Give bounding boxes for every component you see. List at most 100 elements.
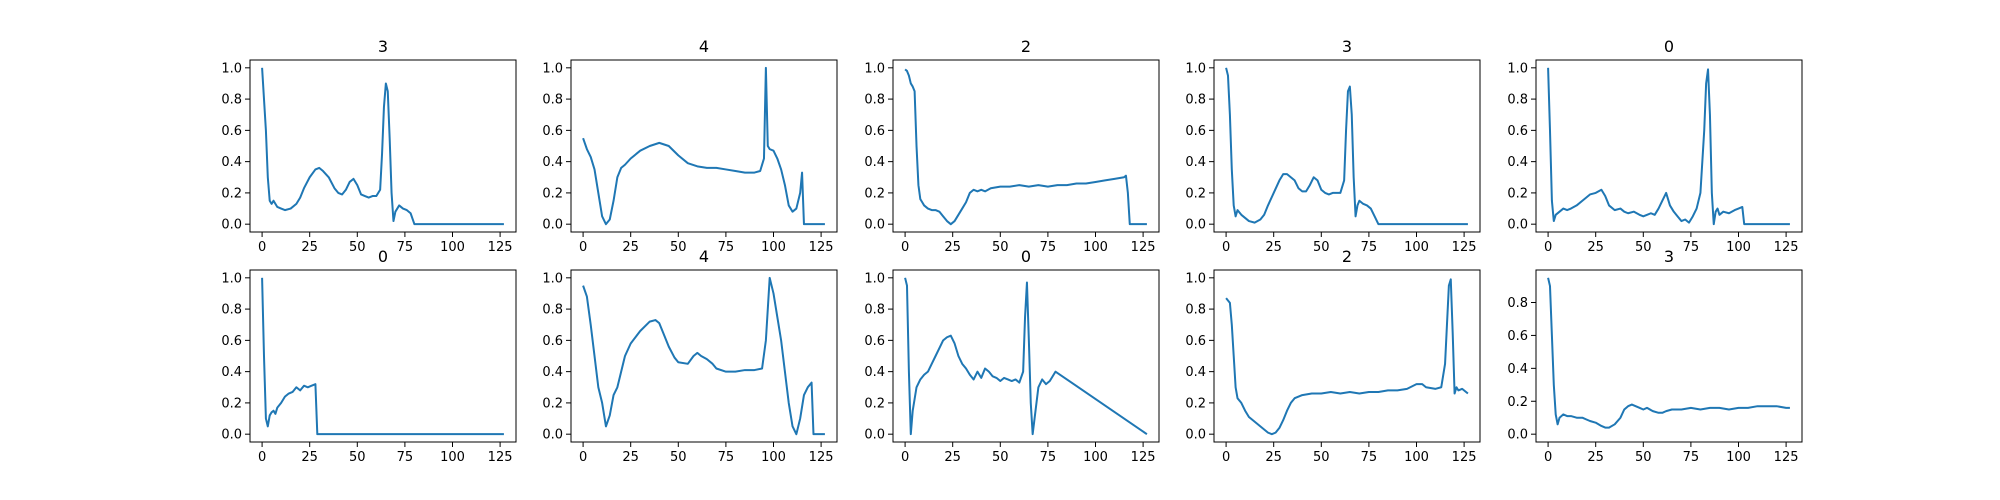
y-tick-label: 0.2 [221,186,242,201]
x-tick-label: 0 [258,240,266,255]
y-tick-label: 0.0 [864,428,885,443]
x-tick-label: 75 [1040,450,1057,465]
y-tick-label: 0.2 [221,396,242,411]
x-tick-label: 25 [1587,450,1604,465]
subplot-title: 4 [699,37,709,56]
x-tick-label: 50 [349,240,366,255]
axes-frame [1535,59,1803,233]
y-tick-label: 0.2 [1507,186,1528,201]
y-tick-label: 1.0 [864,61,885,76]
x-tick-label: 25 [944,450,961,465]
series-line [582,276,825,436]
x-tick-label: 50 [1313,240,1330,255]
y-tick-label: 0.8 [1185,93,1206,108]
series-line [1547,277,1790,429]
y-tick-label: 0.6 [1185,334,1206,349]
x-tick-label: 125 [488,450,513,465]
x-tick-label: 25 [622,240,639,255]
x-tick-label: 125 [1131,450,1156,465]
x-tick-label: 0 [1544,240,1552,255]
x-tick-label: 75 [1683,240,1700,255]
y-tick-label: 0.2 [1185,186,1206,201]
y-tick-label: 0.8 [1507,296,1528,311]
y-tick-label: 0.6 [1507,329,1528,344]
y-tick-label: 0.4 [221,365,242,380]
x-tick-label: 125 [1452,240,1477,255]
y-tick-label: 0.0 [1507,218,1528,233]
x-tick-label: 50 [1313,450,1330,465]
x-tick-label: 0 [901,450,909,465]
x-tick-label: 100 [1083,450,1108,465]
y-tick-label: 0.4 [221,155,242,170]
x-tick-label: 0 [579,450,587,465]
x-tick-label: 100 [1083,240,1108,255]
x-tick-label: 0 [1222,240,1230,255]
y-tick-label: 0.6 [1507,124,1528,139]
y-tick-label: 0.6 [542,334,563,349]
y-tick-label: 1.0 [1507,61,1528,76]
y-tick-label: 0.8 [542,93,563,108]
subplot: 3 0 25 50 75 100 125 0.0 0.2 0.4 0.6 0.8 1.0 [221,37,517,255]
x-tick-label: 75 [397,240,414,255]
subplot-title: 3 [1342,37,1352,56]
y-tick-label: 0.2 [542,396,563,411]
y-tick-label: 0.6 [864,334,885,349]
y-tick-label: 0.0 [1185,218,1206,233]
x-tick-label: 100 [761,450,786,465]
y-tick-label: 0.4 [1507,155,1528,170]
axes-frame [892,269,1160,443]
x-tick-label: 100 [1726,240,1751,255]
subplot: 3 0 25 50 75 100 125 0.0 0.2 0.4 0.6 0.8 [1507,247,1803,465]
subplot-title: 2 [1342,247,1352,266]
y-tick-label: 0.2 [864,186,885,201]
subplot-title: 0 [378,247,388,266]
x-tick-label: 0 [901,240,909,255]
y-tick-label: 0.2 [1507,395,1528,410]
y-tick-label: 0.4 [1185,155,1206,170]
y-tick-label: 1.0 [221,61,242,76]
x-tick-label: 75 [1040,240,1057,255]
y-tick-label: 0.4 [1185,365,1206,380]
y-tick-label: 0.8 [864,303,885,318]
series-line [1225,67,1468,226]
y-tick-label: 0.6 [542,124,563,139]
y-tick-label: 0.0 [1507,428,1528,443]
y-tick-label: 0.6 [221,124,242,139]
x-tick-label: 75 [1361,450,1378,465]
y-tick-label: 0.4 [542,365,563,380]
subplot: 0 0 25 50 75 100 125 0.0 0.2 0.4 0.6 0.8 1.0 [1507,37,1803,255]
series-line [904,68,1147,226]
subplot: 4 0 25 50 75 100 125 0.0 0.2 0.4 0.6 0.8 1.0 [542,37,838,255]
x-tick-label: 25 [944,240,961,255]
y-tick-label: 0.2 [542,186,563,201]
subplot-title: 0 [1021,247,1031,266]
y-tick-label: 0.0 [221,218,242,233]
subplot: 2 0 25 50 75 100 125 0.0 0.2 0.4 0.6 0.8 1.0 [1185,247,1481,465]
x-tick-label: 0 [1544,450,1552,465]
x-tick-label: 50 [1635,240,1652,255]
x-tick-label: 100 [440,240,465,255]
y-tick-label: 1.0 [1185,271,1206,286]
y-tick-label: 0.0 [221,428,242,443]
series-line [261,67,504,226]
x-tick-label: 125 [809,450,834,465]
x-tick-label: 75 [397,450,414,465]
y-tick-label: 0.4 [864,365,885,380]
series-line [582,66,825,226]
x-tick-label: 100 [1404,450,1429,465]
y-tick-label: 0.4 [864,155,885,170]
subplot-title: 0 [1664,37,1674,56]
series-line [904,277,1148,436]
series-line [1225,278,1469,436]
x-tick-label: 100 [1726,450,1751,465]
x-tick-label: 100 [440,450,465,465]
y-tick-label: 0.2 [1185,396,1206,411]
axes-frame [570,59,838,233]
x-tick-label: 50 [670,240,687,255]
x-tick-label: 50 [670,450,687,465]
x-tick-label: 100 [761,240,786,255]
x-tick-label: 0 [1222,450,1230,465]
y-tick-label: 0.4 [542,155,563,170]
y-tick-label: 0.6 [864,124,885,139]
